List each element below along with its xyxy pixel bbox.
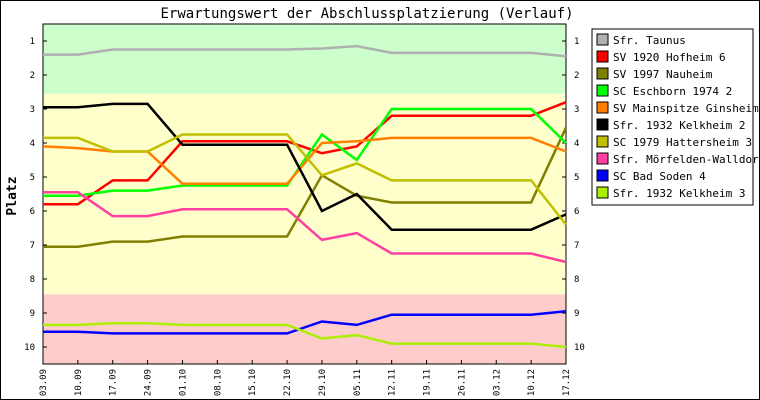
y-tick-label-right: 3 (574, 105, 579, 115)
legend-label: Sfr. Taunus (613, 34, 686, 47)
y-tick-label-left: 6 (30, 207, 35, 217)
series-line-8 (43, 191, 567, 264)
y-tick-label-right: 10 (574, 343, 585, 353)
x-tick-label: 10.12 (527, 369, 537, 396)
legend-swatch (596, 101, 609, 114)
x-tick-label: 26.11 (457, 369, 467, 396)
series-line-2 (43, 101, 567, 206)
y-axis-label: Platz (5, 176, 20, 215)
legend-swatch (596, 118, 609, 131)
series-line-6 (43, 102, 567, 231)
y-tick-label-left: 7 (30, 241, 35, 251)
y-tick-label-left: 10 (24, 343, 35, 353)
y-tick-label-right: 4 (574, 139, 579, 149)
series-line-4 (43, 107, 567, 197)
background-zone-3 (43, 294, 566, 364)
legend-swatch (596, 67, 609, 80)
y-tick-label-right: 8 (574, 275, 579, 285)
legend-label: Sfr. Mörfelden-Walldorf (613, 153, 760, 166)
y-tick-label-right: 2 (574, 71, 579, 81)
legend-swatch (596, 33, 609, 46)
series-line-10 (43, 321, 567, 349)
legend (591, 28, 754, 206)
legend-swatch (596, 50, 609, 63)
plot-area (42, 23, 567, 365)
legend-label: SC Bad Soden 4 (613, 170, 706, 183)
legend-swatch (596, 186, 609, 199)
x-tick-label: 15.10 (248, 369, 258, 396)
series-line-1 (43, 44, 567, 58)
x-tick-label: 08.10 (213, 369, 223, 396)
chart-title: Erwartungswert der Abschlussplatzierung … (160, 6, 573, 22)
y-tick-label-left: 4 (30, 139, 35, 149)
x-tick-label: 05.11 (353, 369, 363, 396)
series-line-3 (43, 127, 568, 248)
x-tick-label: 17.09 (109, 369, 119, 396)
x-tick-label: 17.12 (562, 369, 572, 396)
y-tick-label-left: 5 (30, 173, 35, 183)
background-zone-1 (43, 24, 566, 94)
legend-swatch (596, 135, 609, 148)
y-tick-label-left: 2 (30, 71, 35, 81)
x-tick-label: 29.10 (318, 369, 328, 396)
legend-swatch (596, 169, 609, 182)
legend-label: SC 1979 Hattersheim 3 (613, 136, 752, 149)
x-tick-label: 10.09 (74, 369, 84, 396)
legend-label: SV Mainspitze Ginsheim (613, 102, 759, 115)
y-tick-label-right: 7 (574, 241, 579, 251)
x-tick-label: 03.12 (492, 369, 502, 396)
series-line-7 (43, 133, 567, 226)
y-tick-label-left: 9 (30, 309, 35, 319)
legend-swatch (596, 84, 609, 97)
legend-swatch (596, 152, 609, 165)
series-line-9 (43, 310, 567, 335)
x-tick-label: 03.09 (39, 369, 49, 396)
background-zone-2 (43, 93, 566, 295)
x-tick-label: 19.11 (423, 369, 433, 396)
legend-label: SV 1997 Nauheim (613, 68, 713, 81)
x-tick-label: 22.10 (283, 369, 293, 396)
x-tick-label: 24.09 (144, 369, 154, 396)
legend-label: SV 1920 Hofheim 6 (613, 51, 726, 64)
y-tick-label-left: 1 (30, 37, 35, 47)
y-tick-label-right: 1 (574, 37, 579, 47)
x-tick-label: 01.10 (178, 369, 188, 396)
y-tick-label-right: 5 (574, 173, 579, 183)
y-tick-label-left: 3 (30, 105, 35, 115)
y-tick-label-right: 9 (574, 309, 579, 319)
legend-label: Sfr. 1932 Kelkheim 2 (613, 119, 745, 132)
x-tick-label: 12.11 (388, 369, 398, 396)
y-tick-label-right: 6 (574, 207, 579, 217)
legend-label: SC Eschborn 1974 2 (613, 85, 732, 98)
legend-label: Sfr. 1932 Kelkheim 3 (613, 187, 745, 200)
y-tick-label-left: 8 (30, 275, 35, 285)
